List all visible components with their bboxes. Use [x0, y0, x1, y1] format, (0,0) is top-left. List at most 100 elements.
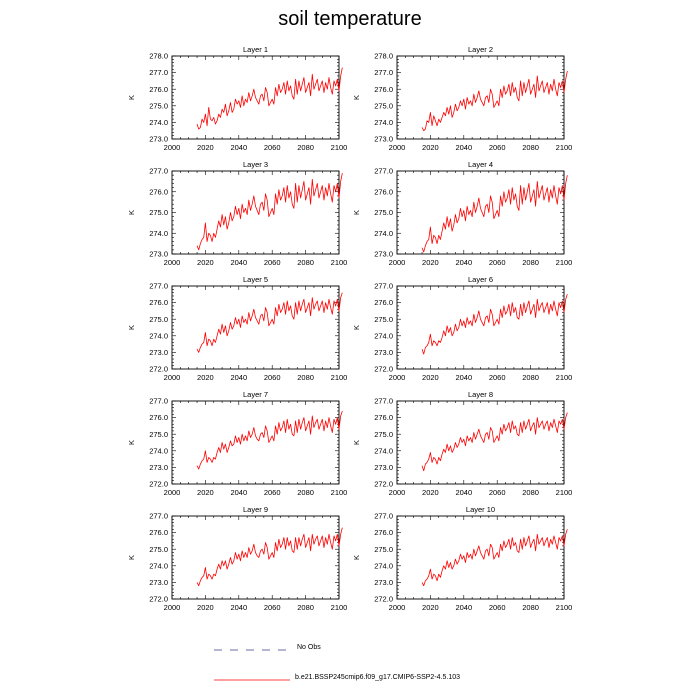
x-tick-label: 2040	[230, 488, 247, 497]
y-tick-label: 275.0	[149, 545, 168, 554]
y-tick-label: 277.0	[374, 397, 393, 406]
y-tick-label: 272.0	[374, 595, 393, 604]
x-tick-label: 2000	[389, 143, 406, 152]
x-tick-label: 2100	[556, 603, 573, 612]
legend-model-run-label: b.e21.BSSP245cmip6.f09_g17.CMIP6-SSP2-4.…	[295, 674, 460, 681]
y-tick-label: 273.0	[149, 578, 168, 587]
plot-frame	[171, 170, 340, 255]
panel-title: Layer 9	[243, 505, 268, 514]
panel-title: Layer 5	[243, 275, 268, 284]
x-tick-label: 2040	[455, 373, 472, 382]
x-tick-label: 2100	[556, 143, 573, 152]
y-tick-label: 278.0	[149, 52, 168, 61]
panel-title: Layer 10	[466, 505, 495, 514]
y-tick-label: 274.0	[374, 561, 393, 570]
legend-no-obs-label: No Obs	[297, 644, 321, 651]
x-tick-label: 2000	[389, 258, 406, 267]
y-tick-label: 274.0	[374, 331, 393, 340]
y-axis-label: K	[352, 325, 361, 330]
x-tick-label: 2040	[455, 258, 472, 267]
legend-solid-line-icon	[214, 679, 290, 681]
legend-no-obs: No Obs	[212, 643, 612, 657]
x-tick-label: 2020	[197, 258, 214, 267]
y-tick-label: 272.0	[149, 595, 168, 604]
y-tick-label: 275.0	[149, 315, 168, 324]
x-tick-label: 2020	[422, 603, 439, 612]
x-tick-label: 2020	[197, 143, 214, 152]
y-tick-label: 272.0	[149, 365, 168, 374]
x-tick-label: 2020	[197, 373, 214, 382]
y-tick-label: 274.0	[374, 118, 393, 127]
y-tick-label: 276.0	[149, 85, 168, 94]
x-tick-label: 2040	[230, 143, 247, 152]
panel-layer-1: Layer 1 2000 2020 2040 2060 2080 2100 273.0 274.…	[127, 45, 347, 152]
x-tick-label: 2100	[331, 488, 348, 497]
y-axis-label: K	[127, 555, 136, 560]
y-tick-label: 274.0	[149, 331, 168, 340]
y-tick-label: 277.0	[374, 167, 393, 176]
panel-layer-9: Layer 9 2000 2020 2040 2060 2080 2100 272.0 273.…	[127, 505, 347, 612]
panel-layer-5: Layer 5 2000 2020 2040 2060 2080 2100 272.0 273.…	[127, 275, 347, 382]
y-tick-label: 274.0	[374, 446, 393, 455]
x-tick-label: 2100	[556, 258, 573, 267]
x-tick-label: 2000	[164, 258, 181, 267]
plot-frame	[396, 400, 565, 485]
y-tick-label: 272.0	[374, 365, 393, 374]
plot-frame	[396, 170, 565, 255]
y-axis-label: K	[127, 440, 136, 445]
y-tick-label: 273.0	[149, 348, 168, 357]
y-tick-label: 277.0	[149, 512, 168, 521]
series-line	[421, 175, 568, 253]
x-tick-label: 2060	[489, 143, 506, 152]
y-tick-label: 277.0	[374, 282, 393, 291]
x-tick-label: 2100	[331, 258, 348, 267]
y-tick-label: 274.0	[374, 229, 393, 238]
series-line	[421, 412, 568, 472]
y-tick-label: 273.0	[374, 348, 393, 357]
panel-layer-6: Layer 6 2000 2020 2040 2060 2080 2100 272.0 273.…	[352, 275, 572, 382]
plot-frame	[396, 285, 565, 370]
y-tick-label: 275.0	[149, 430, 168, 439]
y-tick-label: 274.0	[149, 446, 168, 455]
series-line	[421, 70, 568, 132]
y-tick-label: 273.0	[374, 578, 393, 587]
y-tick-label: 275.0	[374, 315, 393, 324]
plot-frame	[171, 285, 340, 370]
panel-title: Layer 3	[243, 160, 268, 169]
y-tick-label: 276.0	[374, 298, 393, 307]
y-tick-label: 277.0	[374, 512, 393, 521]
y-axis-label: K	[352, 440, 361, 445]
x-tick-label: 2080	[522, 258, 539, 267]
x-tick-label: 2100	[331, 373, 348, 382]
x-tick-label: 2060	[264, 143, 281, 152]
panel-title: Layer 2	[468, 45, 493, 54]
y-tick-label: 276.0	[149, 413, 168, 422]
y-tick-label: 275.0	[374, 208, 393, 217]
panel-layer-7: Layer 7 2000 2020 2040 2060 2080 2100 272.0 273.…	[127, 390, 347, 497]
y-tick-label: 273.0	[374, 250, 393, 259]
x-tick-label: 2080	[522, 373, 539, 382]
y-tick-label: 277.0	[149, 167, 168, 176]
y-tick-label: 273.0	[149, 463, 168, 472]
x-tick-label: 2020	[422, 143, 439, 152]
y-tick-label: 276.0	[149, 187, 168, 196]
x-tick-label: 2020	[197, 488, 214, 497]
y-tick-label: 274.0	[149, 118, 168, 127]
y-axis-label: K	[352, 95, 361, 100]
y-tick-label: 276.0	[149, 528, 168, 537]
x-tick-label: 2060	[489, 258, 506, 267]
x-tick-label: 2000	[389, 603, 406, 612]
y-tick-label: 274.0	[149, 561, 168, 570]
x-tick-label: 2060	[264, 603, 281, 612]
y-axis-label: K	[352, 210, 361, 215]
x-tick-label: 2000	[164, 488, 181, 497]
y-tick-label: 276.0	[149, 298, 168, 307]
series-line	[196, 410, 343, 470]
legend-model-run: b.e21.BSSP245cmip6.f09_g17.CMIP6-SSP2-4.…	[212, 673, 672, 687]
plot-frame	[396, 515, 565, 600]
panel-layer-4: Layer 4 2000 2020 2040 2060 2080 2100 273.0 274.…	[352, 160, 572, 267]
y-tick-label: 277.0	[149, 68, 168, 77]
x-tick-label: 2080	[297, 143, 314, 152]
y-tick-label: 278.0	[374, 52, 393, 61]
